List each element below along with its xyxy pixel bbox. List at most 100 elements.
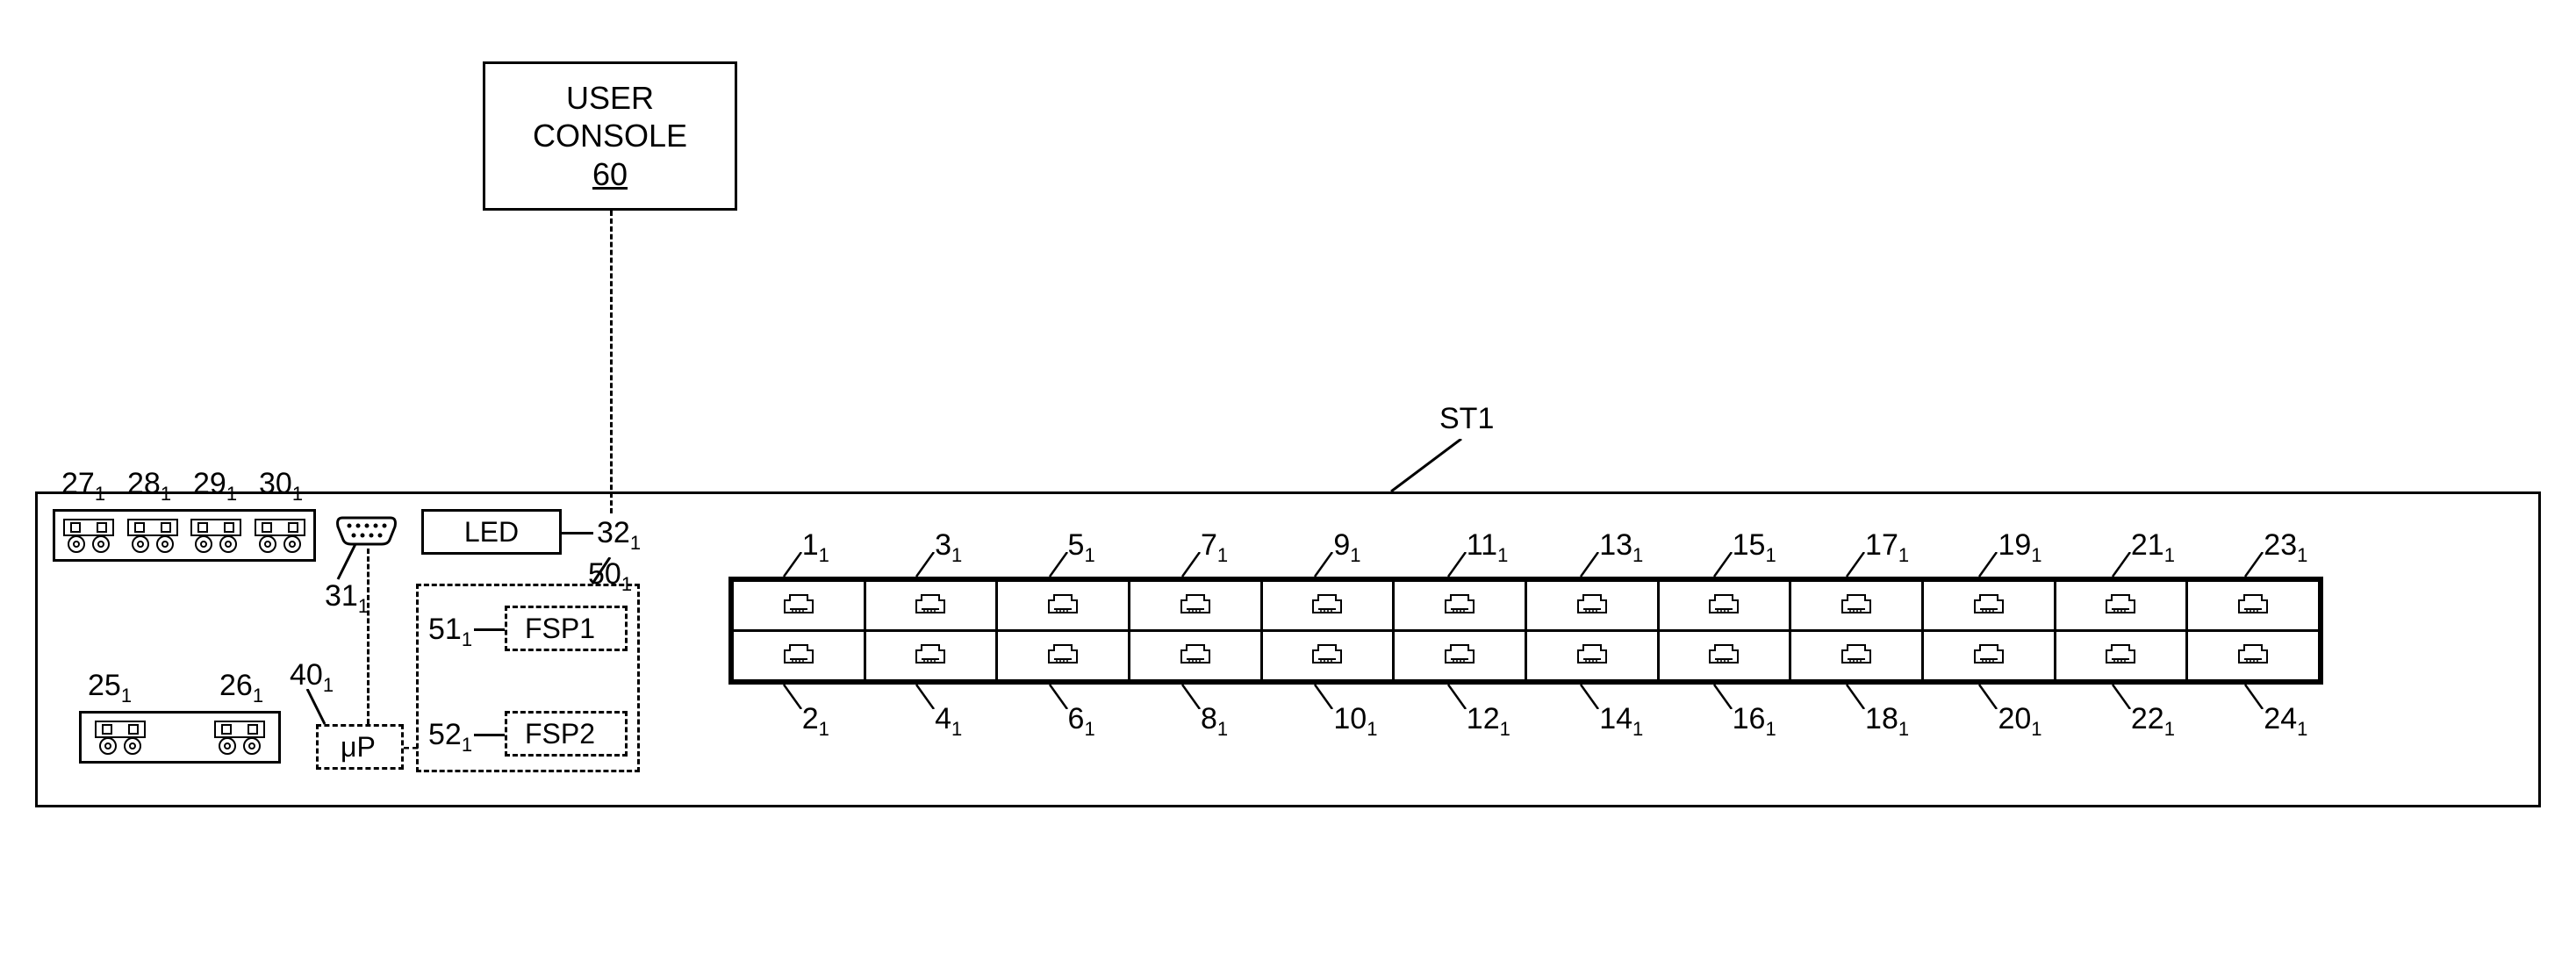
sfp-label-30: 301 [259,467,303,506]
sfp-label-27: 271 [61,467,105,506]
rj45-port [2187,631,2320,681]
rj45-port-grid [728,577,2323,685]
rj45-port [1394,631,1526,681]
rj45-label-top: 151 [1733,528,1776,567]
rj45-port [1658,631,1790,681]
rj45-pointer-bottom [2241,685,2267,709]
rj45-pointer-top [1045,552,1072,577]
rj45-pointer-top [1444,552,1470,577]
rj45-label-bottom: 21 [802,702,829,741]
rj45-port [1790,631,1923,681]
rj45-port [733,631,865,681]
rj45-port [1394,581,1526,631]
fsp2-label: 521 [428,718,472,757]
rj45-pointer-bottom [1576,685,1603,709]
rj45-pointer-bottom [1842,685,1869,709]
sfp-label-28: 281 [127,467,171,506]
rj45-port [1790,581,1923,631]
rj45-label-bottom: 61 [1068,702,1095,741]
rj45-label-bottom: 41 [935,702,962,741]
rj45-port [1129,581,1261,631]
rj45-label-top: 91 [1333,528,1360,567]
rj45-pointer-bottom [1310,685,1337,709]
led-text: LED [464,516,519,549]
sfp-label-26: 261 [219,669,263,707]
rj45-pointer-bottom [1178,685,1204,709]
rj45-pointer-top [912,552,938,577]
serial-port-icon [334,513,399,549]
rj45-port [865,631,997,681]
rj45-port [1658,581,1790,631]
rj45-pointer-bottom [1710,685,1736,709]
sfp-port-25 [93,719,147,759]
led-pointer [562,532,593,534]
rj45-port [1922,581,2055,631]
user-console-number: 60 [592,155,628,193]
user-console-line1: USER [566,79,654,117]
rj45-pointer-bottom [1444,685,1470,709]
sfp-top-group [53,509,316,562]
rj45-pointer-top [1310,552,1337,577]
rj45-port [733,581,865,631]
rj45-pointer-top [1710,552,1736,577]
up-text: μP [341,731,376,764]
rj45-label-bottom: 221 [2131,702,2175,741]
rj45-label-bottom: 241 [2264,702,2307,741]
rj45-port [2055,581,2187,631]
rj45-port [1261,581,1394,631]
rj45-port [2055,631,2187,681]
sfp-port-28 [126,517,180,557]
led-box: LED [421,509,562,555]
user-console-line2: CONSOLE [533,117,687,154]
rj45-label-top: 231 [2264,528,2307,567]
sfp-port-30 [253,517,307,557]
rj45-pointer-top [1576,552,1603,577]
rj45-pointer-top [1975,552,2001,577]
rj45-port [2187,581,2320,631]
rj45-label-top: 71 [1201,528,1228,567]
sfp-label-25: 251 [88,669,132,707]
rj45-label-bottom: 101 [1333,702,1377,741]
console-to-serial-line [610,211,613,513]
fsp1-text: FSP1 [525,613,595,645]
led-label: 321 [597,516,641,555]
fsp2-pointer [474,734,505,736]
rj45-pointer-top [2108,552,2135,577]
rj45-label-bottom: 121 [1467,702,1510,741]
rj45-pointer-bottom [912,685,938,709]
rj45-pointer-top [1178,552,1204,577]
serial-label: 311 [325,579,369,618]
serial-to-up-line [367,549,370,724]
user-console-box: USER CONSOLE 60 [483,61,737,211]
rj45-label-bottom: 181 [1865,702,1909,741]
rj45-port [1525,631,1658,681]
rj45-port [997,631,1130,681]
sfp-port-26 [212,719,267,759]
rj45-label-top: 211 [2131,528,2175,567]
rj45-port [1922,631,2055,681]
rj45-label-top: 11 [802,528,829,567]
rj45-pointer-bottom [2108,685,2135,709]
panel-label-pointer [1387,439,1475,491]
fsp1-label: 511 [428,613,472,651]
rj45-label-bottom: 81 [1201,702,1228,741]
sfp-port-29 [189,517,243,557]
rj45-label-top: 51 [1068,528,1095,567]
rj45-port [865,581,997,631]
fsp2-text: FSP2 [525,718,595,750]
rj45-pointer-top [779,552,806,577]
up-label: 401 [290,658,334,697]
rj45-pointer-bottom [779,685,806,709]
rj45-label-bottom: 201 [1998,702,2041,741]
sfp-bottom-group [79,711,281,764]
rj45-pointer-bottom [1045,685,1072,709]
fsp-container-label: 501 [588,557,632,596]
rj45-port [1525,581,1658,631]
sfp-label-29: 291 [193,467,237,506]
rj45-port [1261,631,1394,681]
rj45-pointer-top [2241,552,2267,577]
rj45-label-top: 191 [1998,528,2041,567]
rj45-label-top: 31 [935,528,962,567]
fsp1-pointer [474,628,505,631]
rj45-label-bottom: 141 [1599,702,1643,741]
